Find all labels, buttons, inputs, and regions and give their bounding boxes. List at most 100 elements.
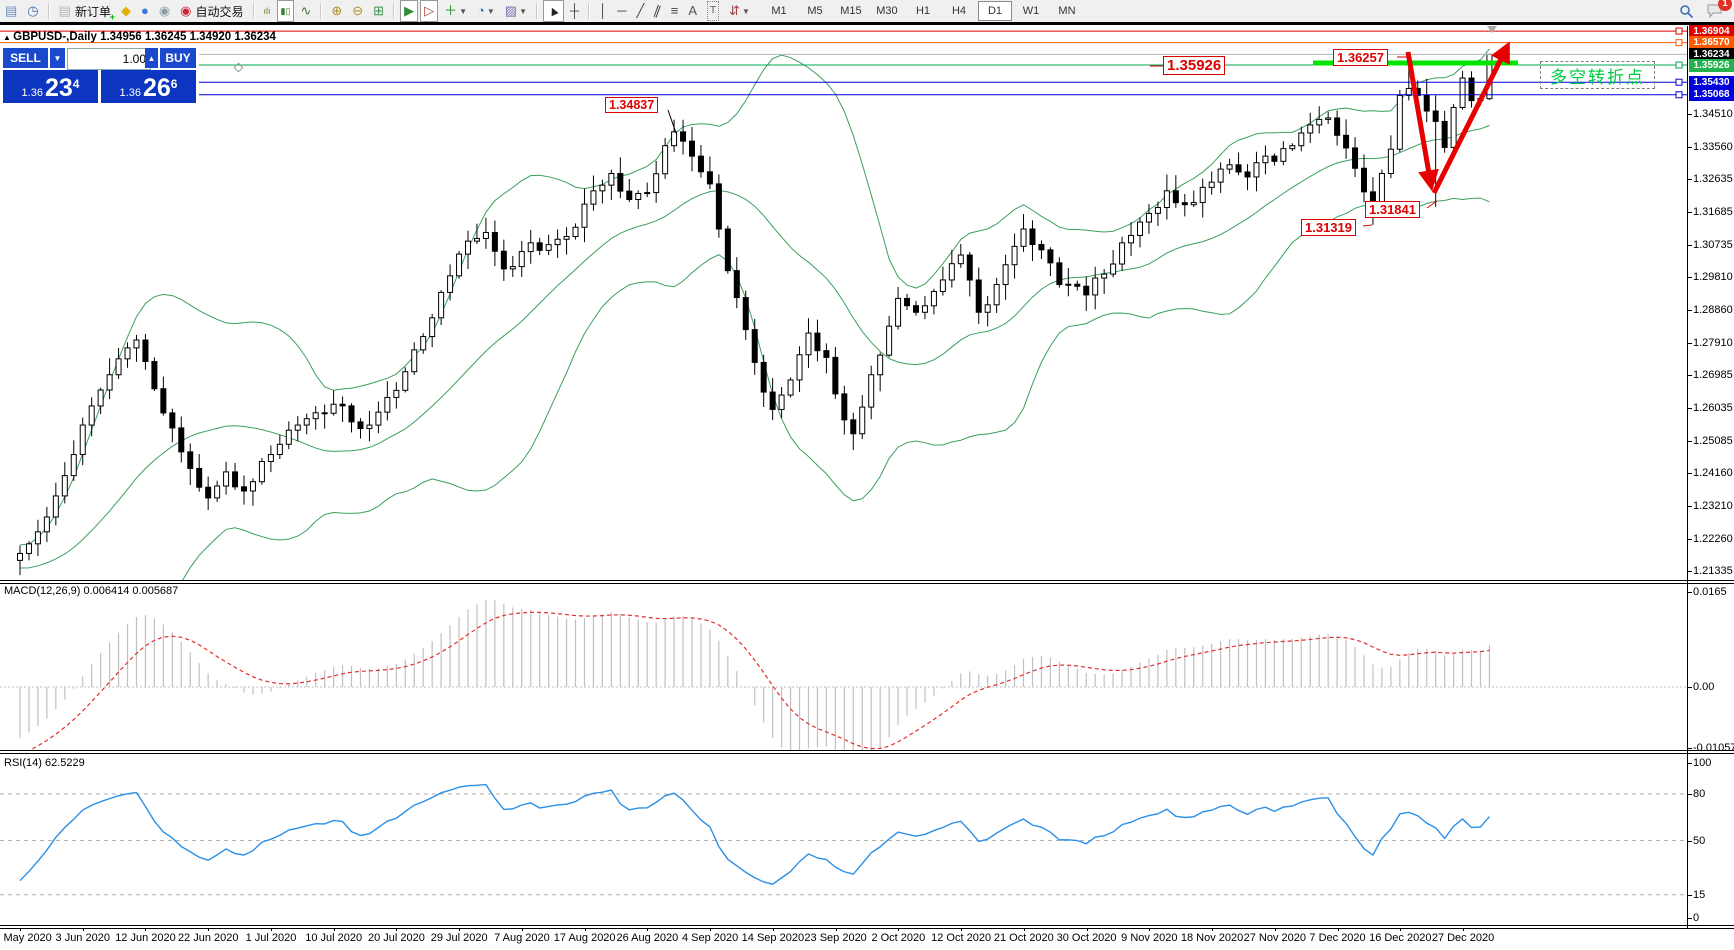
price-badge: 1.35068 (1689, 88, 1734, 102)
timeframe-m15[interactable]: M15 (840, 5, 862, 17)
volume-dropdown-button[interactable]: ▼ (50, 48, 65, 68)
vertical-line-icon[interactable]: │ (595, 0, 611, 22)
trend-arrow-object[interactable] (1405, 51, 1439, 192)
zoom-in-icon-glyph: ⊕ (331, 3, 343, 18)
candle-up (402, 371, 409, 391)
chart-ohlc-values: 1.34956 1.36245 1.34920 1.36234 (100, 31, 276, 43)
candle-up (1459, 77, 1466, 109)
sell-price-panel[interactable]: 1.36 23 4 (3, 70, 98, 103)
buy-button[interactable]: BUY (160, 48, 196, 68)
timeframe-mn[interactable]: MN (1058, 5, 1076, 17)
periods-icon-dropdown[interactable]: ▼ (486, 6, 495, 16)
notifications-icon[interactable]: 1 (1703, 0, 1732, 22)
price-axis-line (1687, 26, 1688, 928)
buy-price-panel[interactable]: 1.36 26 6 (101, 70, 196, 103)
candlestick-chart-icon-glyph: ▮▯ (280, 6, 291, 16)
date-axis-label: 14 Sep 2020 (741, 932, 805, 944)
price-callout-label[interactable]: 1.36257 (1333, 49, 1388, 66)
horizontal-line-icon[interactable]: ─ (613, 0, 630, 22)
timeframe-m1[interactable]: M1 (771, 5, 787, 17)
timeframe-h4[interactable]: H4 (951, 5, 966, 17)
price-callout-label[interactable]: 1.34837 (605, 97, 659, 113)
line-anchor-handle[interactable] (1675, 61, 1683, 69)
gold-icon[interactable]: ◆ (117, 0, 135, 22)
auto-scroll-icon[interactable]: ▶ (400, 0, 419, 22)
new-order-icon[interactable]: ▤ + 新订单 (55, 0, 115, 22)
indicators-icon-glyph: ＋ (444, 3, 458, 18)
main-macd-separator[interactable] (0, 580, 1734, 581)
timeframe-toolbar: M1 M5 M15 M30 H1 H4 D1 W1 MN (761, 1, 1085, 21)
price-callout-label[interactable]: 1.35926 (1163, 56, 1226, 75)
chart-shift-icon[interactable]: ▷ (420, 0, 439, 22)
date-axis-label: 3 Jun 2020 (55, 932, 110, 944)
candlestick-chart-icon[interactable]: ▮▯ (276, 0, 295, 22)
chart-collapse-icon[interactable]: ▲ (3, 33, 14, 42)
terminal-icon[interactable]: ▤ (1, 0, 21, 22)
timeframe-h1[interactable]: H1 (915, 5, 930, 17)
trendline-icon[interactable]: ╱ (632, 0, 648, 22)
date-axis-label: 23 Sep 2020 (804, 932, 867, 944)
zoom-out-icon[interactable]: ⊖ (348, 0, 367, 22)
candle-down (142, 339, 149, 363)
arrows-icon[interactable]: ⇵ ▼ (725, 0, 754, 22)
candle-up (106, 374, 113, 391)
fibonacci-icon[interactable]: ≡ (667, 0, 683, 22)
macd-signal-line (29, 611, 1490, 750)
candle-down (966, 254, 973, 281)
volume-input[interactable] (67, 48, 151, 70)
timeframe-d1[interactable]: D1 (977, 1, 1012, 21)
candle-up (1226, 164, 1233, 170)
annotation-text-object[interactable]: 多空转折点 (1540, 61, 1655, 89)
text-label-icon[interactable]: T (703, 0, 723, 22)
price-callout-label[interactable]: 1.31319 (1301, 219, 1356, 236)
chart-symbol-period: GBPUSD-,Daily (13, 31, 97, 43)
line-anchor-handle[interactable] (1675, 91, 1683, 99)
arrows-icon-dropdown[interactable]: ▼ (742, 6, 750, 16)
date-axis-tick-mark (584, 928, 586, 931)
templates-icon[interactable]: ▨ ▼ (501, 0, 531, 22)
price-axis-tick-mark (1688, 245, 1692, 247)
strategy-tester-icon[interactable]: ◷ (23, 0, 42, 22)
terminal-icon-glyph: ▤ (5, 3, 18, 18)
channel-icon[interactable]: ∥ (650, 0, 665, 22)
tile-windows-icon[interactable]: ⊞ (369, 0, 388, 22)
cursor-icon[interactable]: ▲ (543, 0, 564, 22)
candle-up (545, 244, 552, 251)
text-icon[interactable]: A (684, 0, 701, 22)
timeframe-w1[interactable]: W1 (1022, 5, 1040, 17)
line-anchor-handle[interactable] (1675, 39, 1683, 47)
zoom-in-icon[interactable]: ⊕ (327, 0, 346, 22)
autotrading-icon[interactable]: ◉ 自动交易 (176, 0, 247, 22)
signals-icon[interactable]: ◉ (155, 0, 174, 22)
trend-arrow-object[interactable] (1431, 41, 1510, 195)
timeframe-m5[interactable]: M5 (807, 5, 823, 17)
periods-icon[interactable]: ◔ ▼ (473, 0, 499, 22)
crosshair-icon[interactable]: ┼ (566, 0, 583, 22)
search-icon[interactable] (1675, 0, 1698, 22)
community-icon[interactable]: ● (137, 0, 153, 22)
line-anchor-handle[interactable] (1675, 78, 1683, 86)
volume-up-button[interactable]: ▲ (145, 48, 158, 68)
indicators-icon-dropdown[interactable]: ▼ (459, 6, 467, 16)
price-axis-tick-mark (1688, 277, 1692, 279)
bar-chart-icon[interactable]: ılı (260, 0, 275, 22)
timeframe-m30[interactable]: M30 (876, 5, 898, 17)
macd-rsi-separator[interactable] (0, 750, 1734, 751)
candle-up (895, 297, 902, 327)
indicators-icon[interactable]: ＋ ▼ (440, 0, 471, 22)
price-callout-label[interactable]: 1.31841 (1365, 201, 1420, 218)
crosshair-icon-glyph: ┼ (569, 3, 580, 18)
arrows-icon-glyph: ⇵ (729, 3, 741, 18)
sell-button[interactable]: SELL (3, 48, 48, 68)
candle-down (1074, 283, 1081, 287)
line-chart-icon[interactable]: ∿ (296, 0, 315, 22)
candle-down (769, 391, 776, 410)
templates-icon-dropdown[interactable]: ▼ (519, 6, 527, 16)
line-anchor-handle[interactable] (1675, 27, 1683, 35)
price-axis-tick-mark (1688, 114, 1692, 116)
plus-badge-icon: + (109, 12, 115, 22)
date-axis-label: 7 Aug 2020 (494, 932, 550, 944)
